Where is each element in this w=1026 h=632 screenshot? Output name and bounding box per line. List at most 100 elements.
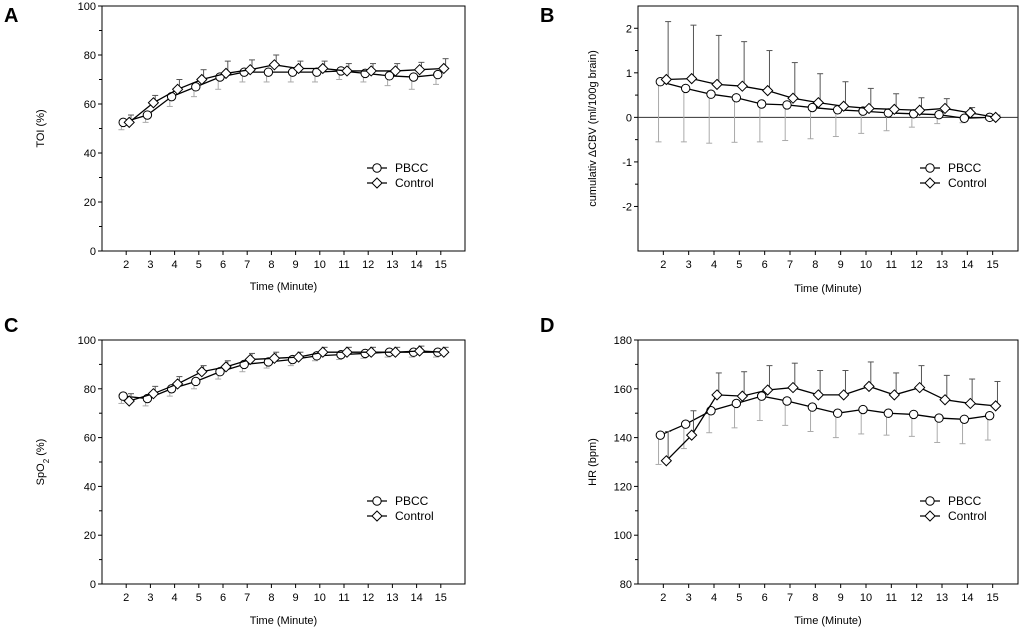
data-point-pbcc — [731, 93, 742, 103]
x-tick-label: 14 — [410, 592, 422, 604]
legend-label-pbcc: PBCC — [395, 494, 429, 508]
data-point-pbcc — [908, 409, 919, 420]
x-axis-label: Time (Minute) — [794, 615, 861, 627]
data-point-pbcc — [807, 402, 818, 412]
data-point-pbcc — [680, 419, 691, 429]
x-tick-label: 7 — [244, 592, 250, 604]
x-tick-label: 15 — [987, 259, 999, 271]
panel-label-b: B — [540, 5, 554, 27]
data-point-control — [787, 381, 799, 394]
data-point-control — [147, 97, 160, 109]
data-point-control — [837, 389, 850, 401]
x-tick-label: 4 — [172, 259, 178, 271]
y-axis-label: TOI (%) — [35, 109, 47, 147]
x-tick-label: 4 — [711, 259, 717, 271]
data-point-control — [292, 351, 305, 363]
data-point-control — [761, 84, 774, 97]
x-axis-label: Time (Minute) — [250, 615, 317, 627]
data-point-control — [711, 78, 723, 91]
x-tick-label: 12 — [362, 259, 374, 271]
y-tick-label: 160 — [614, 384, 632, 396]
data-point-control — [913, 381, 926, 394]
y-axis-label-unit: (%) — [35, 439, 47, 459]
data-point-control — [660, 455, 673, 467]
x-tick-label: 7 — [244, 259, 250, 271]
data-point-pbcc — [883, 408, 894, 418]
x-tick-label: 14 — [961, 592, 973, 604]
y-tick-label: 180 — [614, 335, 632, 347]
y-axis-label: HR (bpm) — [587, 438, 599, 486]
data-point-pbcc — [118, 391, 128, 401]
y-tick-label: 1 — [626, 68, 632, 80]
y-tick-label: 80 — [620, 579, 632, 591]
data-point-control — [863, 102, 875, 115]
data-point-pbcc — [142, 110, 153, 120]
data-point-pbcc — [959, 113, 970, 123]
legend-marker-control — [371, 177, 383, 189]
data-point-control — [438, 62, 450, 75]
data-point-control — [244, 353, 256, 366]
data-point-pbcc — [984, 410, 995, 421]
panel-label-c: C — [4, 315, 18, 337]
data-point-control — [413, 345, 426, 357]
data-point-control — [913, 104, 926, 116]
data-point-pbcc — [433, 69, 443, 80]
x-tick-label: 2 — [660, 259, 666, 271]
data-point-control — [989, 400, 1002, 412]
data-point-pbcc — [706, 89, 716, 99]
x-tick-label: 10 — [314, 592, 326, 604]
x-tick-label: 9 — [838, 259, 844, 271]
y-tick-label: 0 — [90, 246, 96, 258]
x-tick-label: 12 — [911, 259, 923, 271]
x-tick-label: 8 — [812, 592, 818, 604]
x-tick-label: 14 — [961, 259, 973, 271]
data-point-control — [341, 65, 353, 77]
y-tick-label: 100 — [78, 1, 96, 13]
data-point-control — [341, 346, 353, 358]
x-tick-label: 13 — [936, 592, 948, 604]
x-tick-label: 5 — [196, 259, 202, 271]
y-tick-label: 0 — [626, 112, 632, 124]
series-line-control — [129, 350, 444, 402]
data-point-control — [939, 102, 951, 115]
x-tick-label: 11 — [338, 592, 349, 604]
x-tick-label: 2 — [660, 592, 666, 604]
data-point-control — [171, 378, 184, 390]
y-tick-label: 140 — [614, 433, 632, 445]
plot-frame — [101, 339, 466, 585]
x-tick-label: 10 — [860, 259, 872, 271]
chart-panel-a: 0 20 40 60 80 100 2 3 4 5 6 7 8 9 10 11 12 13 14 15 Time (Mi… — [35, 1, 466, 293]
x-tick-label: 7 — [787, 592, 793, 604]
data-point-control — [761, 384, 774, 396]
x-tick-label: 5 — [736, 259, 742, 271]
data-point-control — [292, 62, 305, 75]
x-tick-label: 8 — [812, 259, 818, 271]
x-tick-label: 4 — [172, 592, 178, 604]
data-point-control — [196, 73, 208, 86]
data-point-pbcc — [706, 406, 716, 416]
legend-marker-pbcc — [372, 496, 382, 506]
x-tick-label: 14 — [410, 259, 422, 271]
data-point-pbcc — [191, 376, 201, 387]
y-tick-label: 20 — [84, 197, 96, 209]
legend-marker-control — [924, 510, 936, 522]
x-tick-label: 5 — [196, 592, 202, 604]
data-point-pbcc — [959, 414, 970, 424]
data-point-control — [244, 63, 256, 76]
y-tick-label: 20 — [84, 530, 96, 542]
x-tick-label: 7 — [787, 259, 793, 271]
legend-label-control: Control — [395, 509, 434, 523]
legend-label-control: Control — [948, 176, 987, 190]
y-tick-label: 100 — [78, 335, 96, 347]
x-tick-label: 8 — [268, 259, 274, 271]
legend-marker-control — [371, 510, 383, 522]
plot-frame — [101, 5, 466, 252]
data-point-control — [365, 346, 377, 358]
legend-label-pbcc: PBCC — [948, 494, 982, 508]
data-point-control — [389, 346, 402, 358]
